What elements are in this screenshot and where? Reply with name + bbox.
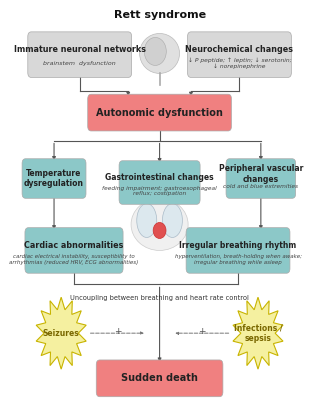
Text: Infections /
sepsis: Infections / sepsis xyxy=(234,324,282,343)
Ellipse shape xyxy=(153,223,166,239)
Polygon shape xyxy=(233,297,283,369)
Text: ↓ P peptide; ↑ leptin; ↓ serotonin;
↓ norepinephrine: ↓ P peptide; ↑ leptin; ↓ serotonin; ↓ no… xyxy=(188,58,291,69)
FancyBboxPatch shape xyxy=(226,159,296,198)
Text: brainstem  dysfunction: brainstem dysfunction xyxy=(43,61,116,66)
Text: Uncoupling between breathing and heart rate control: Uncoupling between breathing and heart r… xyxy=(70,296,249,302)
Text: cardiac electrical instability, susceptibility to
arrhythmias (reduced HRV, ECG : cardiac electrical instability, suscepti… xyxy=(9,254,139,265)
FancyBboxPatch shape xyxy=(28,32,132,77)
Text: Seizures: Seizures xyxy=(43,329,80,338)
Text: Neurochemical changes: Neurochemical changes xyxy=(185,45,294,54)
Text: Peripheral vascular
changes: Peripheral vascular changes xyxy=(219,164,303,184)
Ellipse shape xyxy=(163,203,183,237)
FancyBboxPatch shape xyxy=(22,159,86,198)
Text: Irregular breathing rhythm: Irregular breathing rhythm xyxy=(179,241,297,249)
Text: feeding impairment; gastroesophageal
reflux; costipation: feeding impairment; gastroesophageal ref… xyxy=(102,186,217,196)
Text: Immature neuronal networks: Immature neuronal networks xyxy=(14,45,146,54)
Text: Gastrointestinal changes: Gastrointestinal changes xyxy=(105,173,214,182)
Ellipse shape xyxy=(144,37,166,65)
FancyBboxPatch shape xyxy=(186,228,290,273)
Text: cold and blue extremities: cold and blue extremities xyxy=(223,184,298,188)
FancyBboxPatch shape xyxy=(25,228,123,273)
Text: Autonomic dysfunction: Autonomic dysfunction xyxy=(96,107,223,117)
FancyBboxPatch shape xyxy=(119,161,200,204)
Ellipse shape xyxy=(137,203,157,237)
Text: Sudden death: Sudden death xyxy=(121,373,198,383)
FancyBboxPatch shape xyxy=(88,94,232,131)
Text: +: + xyxy=(114,327,121,336)
Text: hyperventilation, breath-holding when awake;
irregular breathing while asleep: hyperventilation, breath-holding when aw… xyxy=(174,254,301,265)
Ellipse shape xyxy=(131,198,188,251)
Text: Rett syndrome: Rett syndrome xyxy=(114,10,206,20)
FancyBboxPatch shape xyxy=(188,32,291,77)
Text: +: + xyxy=(198,327,206,336)
Polygon shape xyxy=(36,297,86,369)
Ellipse shape xyxy=(139,33,179,73)
Text: Cardiac abnormalities: Cardiac abnormalities xyxy=(24,241,124,249)
FancyBboxPatch shape xyxy=(96,360,223,397)
Text: Temperature
dysregulation: Temperature dysregulation xyxy=(24,169,84,188)
